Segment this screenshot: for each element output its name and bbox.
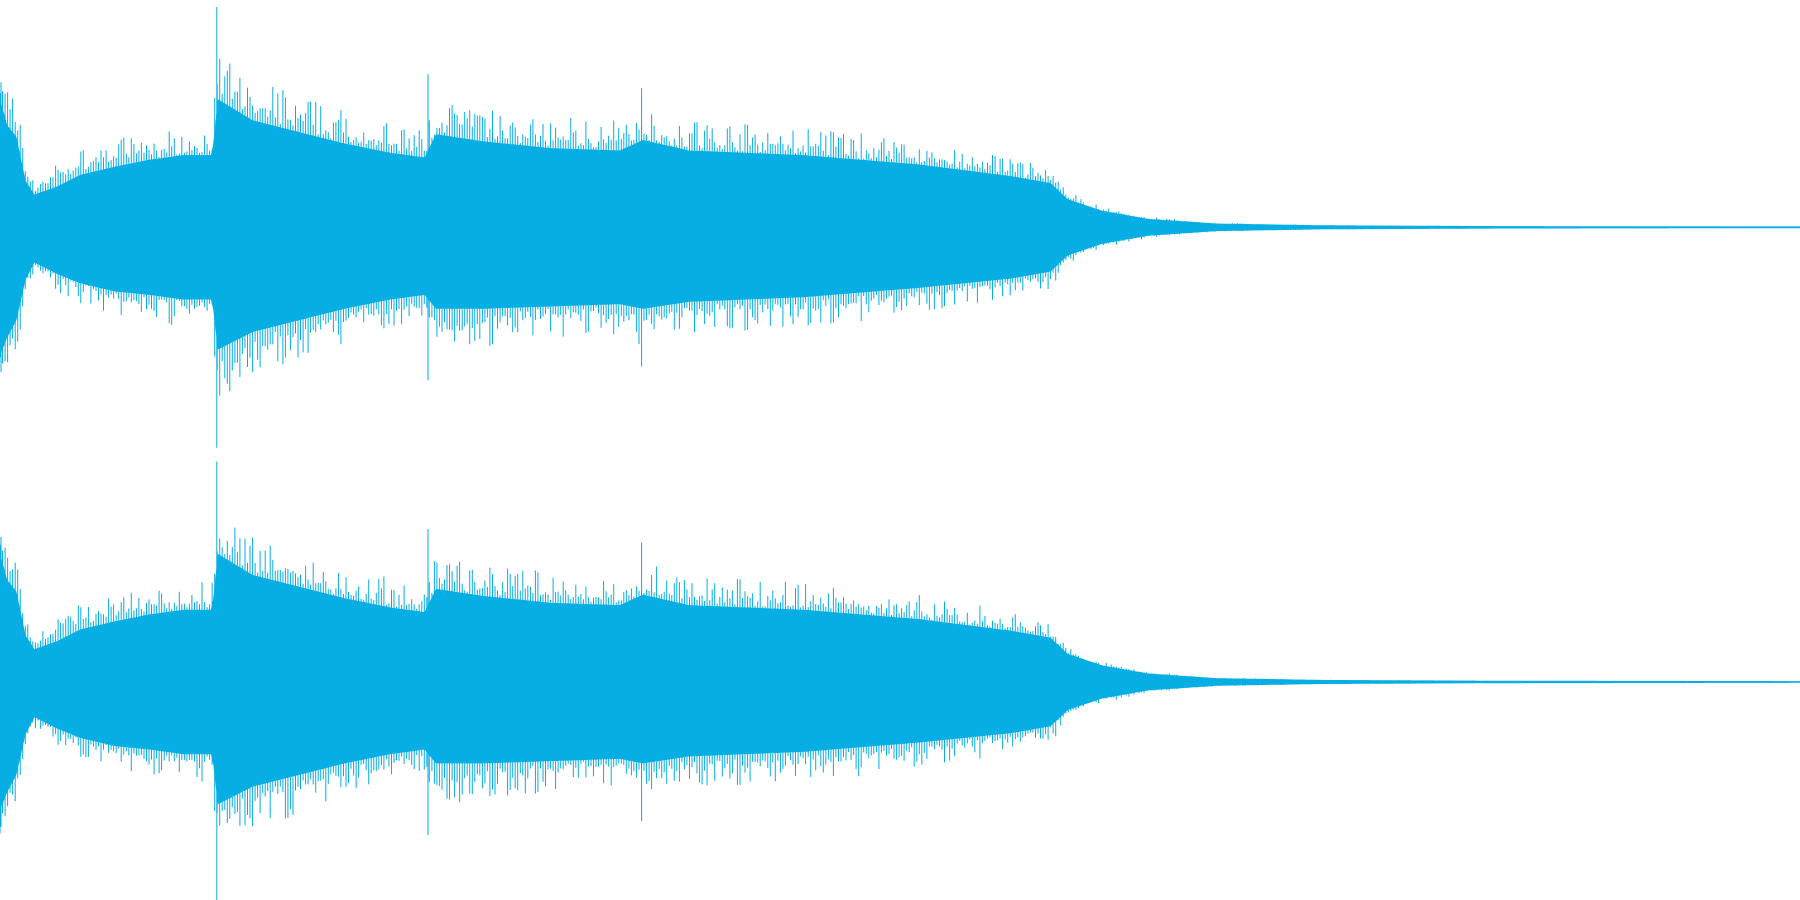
channel-1 [0,7,1800,448]
channel-2 [0,461,1800,900]
